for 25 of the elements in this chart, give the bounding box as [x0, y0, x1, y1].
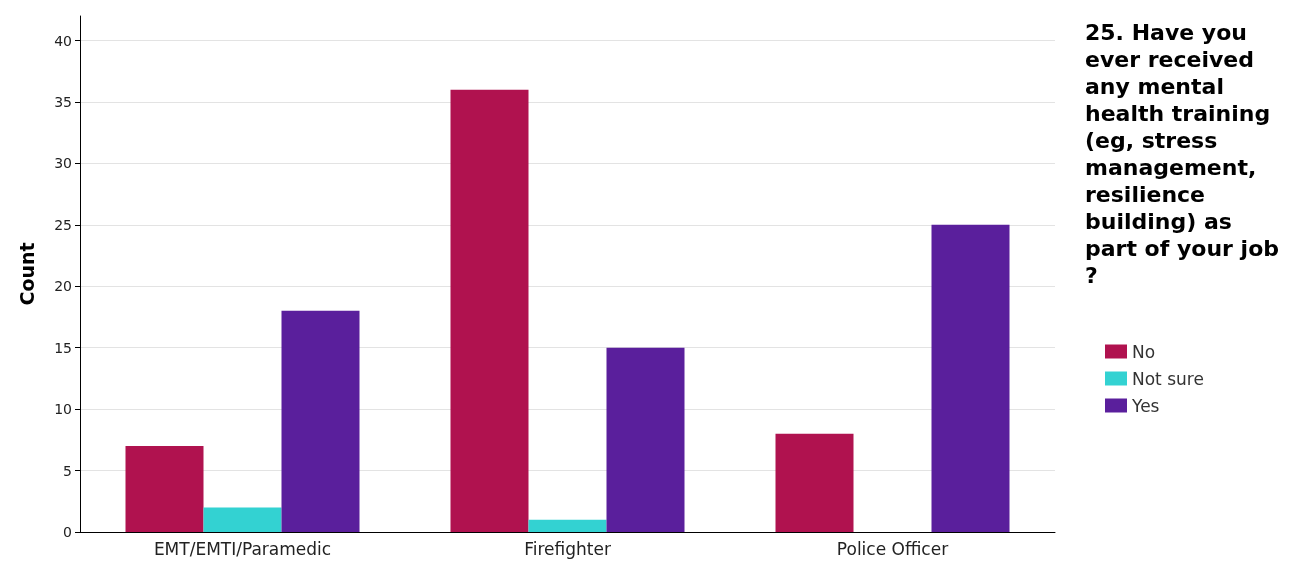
- bar: [775, 433, 854, 532]
- bar: [606, 347, 685, 532]
- x-tick-label: Firefighter: [524, 538, 611, 559]
- legend-label: Not sure: [1132, 368, 1204, 389]
- x-tick-label: EMT/EMTI/Paramedic: [153, 538, 332, 559]
- y-tick-label: 35: [54, 94, 72, 110]
- bar: [450, 89, 529, 532]
- y-tick-label: 40: [54, 32, 72, 49]
- x-tick-label: Police Officer: [836, 538, 949, 559]
- y-tick-label: 5: [63, 462, 72, 479]
- y-tick-label: 0: [63, 524, 72, 540]
- y-axis-title: Count: [15, 242, 38, 306]
- y-tick-label: 20: [54, 278, 72, 295]
- bar: [528, 519, 607, 532]
- y-tick-label: 25: [54, 216, 72, 233]
- bar: [203, 507, 282, 532]
- y-tick-label: 30: [54, 155, 72, 172]
- y-tick-label: 15: [54, 339, 72, 356]
- legend-label: Yes: [1131, 395, 1160, 416]
- text: 25. Have you ever received any mental health training (eg, stress management, resilience building) as part of your job?: [1085, 20, 1279, 288]
- legend-label: No: [1132, 341, 1156, 362]
- bar: [281, 310, 360, 532]
- bar: [931, 224, 1010, 532]
- bar: [125, 446, 204, 532]
- y-tick-label: 10: [54, 401, 72, 418]
